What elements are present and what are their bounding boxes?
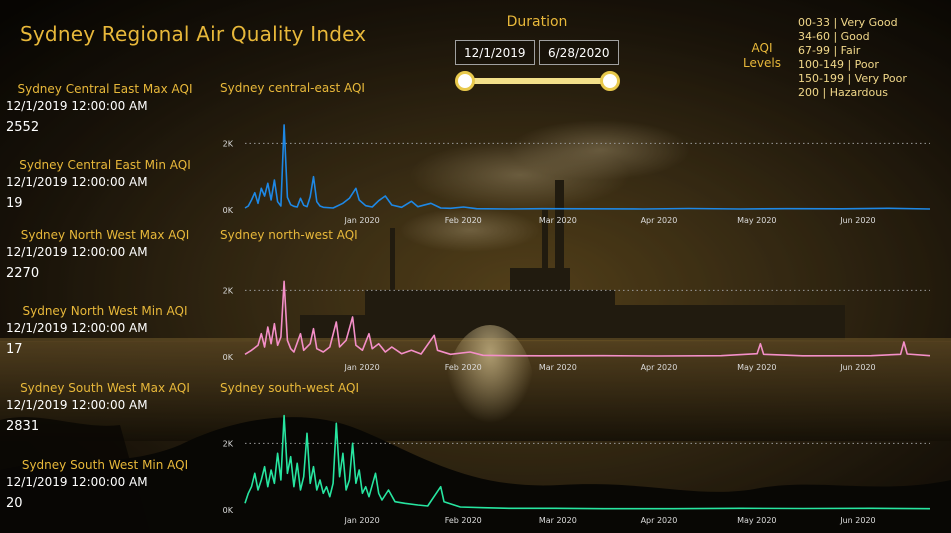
end-date-input[interactable] (539, 40, 619, 65)
x-tick-label: Apr 2020 (641, 363, 678, 372)
chart-title-central-east: Sydney central-east AQI (220, 81, 365, 95)
kpi-value: 20 (6, 496, 23, 511)
x-tick-label: May 2020 (737, 216, 776, 225)
x-tick-label: Jun 2020 (839, 216, 875, 225)
x-tick-label: Feb 2020 (445, 363, 482, 372)
x-tick-label: Jan 2020 (344, 516, 380, 525)
y-tick-label: 0K (223, 506, 234, 515)
kpi-north-west-min: Sydney North West Min AQI 12/1/2019 12:0… (0, 304, 210, 357)
kpi-date: 12/1/2019 12:00:00 AM (6, 398, 148, 412)
x-tick-label: Mar 2020 (539, 516, 577, 525)
kpi-value: 17 (6, 342, 23, 357)
kpi-date: 12/1/2019 12:00:00 AM (6, 321, 148, 335)
duration-slider-end-handle[interactable] (600, 71, 620, 91)
series-line[interactable] (244, 280, 931, 357)
aqi-level-hazardous: 200 | Hazardous (798, 86, 888, 99)
x-tick-label: Apr 2020 (641, 516, 678, 525)
start-date-input[interactable] (455, 40, 535, 65)
kpi-central-east-max: Sydney Central East Max AQI 12/1/2019 12… (0, 82, 210, 135)
x-tick-label: May 2020 (737, 363, 776, 372)
aqi-level-poor: 100-149 | Poor (798, 58, 879, 71)
kpi-label: Sydney Central East Min AQI (19, 158, 191, 172)
kpi-value: 2270 (6, 266, 40, 281)
chart-north-west[interactable]: 0K 2K Jan 2020 Feb 2020 Mar 2020 Apr 2020 May … (205, 247, 940, 377)
aqi-level-very-good: 00-33 | Very Good (798, 16, 898, 29)
kpi-date: 12/1/2019 12:00:00 AM (6, 245, 148, 259)
x-tick-label: Apr 2020 (641, 216, 678, 225)
chart-title-north-west: Sydney north-west AQI (220, 228, 358, 242)
kpi-label: Sydney North West Min AQI (22, 304, 188, 318)
kpi-label: Sydney South West Min AQI (21, 458, 189, 472)
kpi-north-west-max: Sydney North West Max AQI 12/1/2019 12:0… (0, 228, 210, 281)
aqi-level-good: 34-60 | Good (798, 30, 870, 43)
y-tick-label: 0K (223, 206, 234, 215)
duration-label: Duration (506, 14, 568, 30)
x-tick-label: Mar 2020 (539, 363, 577, 372)
kpi-south-west-min: Sydney South West Min AQI 12/1/2019 12:0… (0, 458, 210, 511)
kpi-value: 2552 (6, 120, 40, 135)
kpi-label: Sydney South West Max AQI (20, 381, 190, 395)
kpi-south-west-max: Sydney South West Max AQI 12/1/2019 12:0… (0, 381, 210, 434)
y-tick-label: 0K (223, 353, 234, 362)
x-tick-label: May 2020 (737, 516, 776, 525)
kpi-label: Sydney North West Max AQI (20, 228, 190, 242)
y-tick-label: 2K (223, 139, 234, 148)
series-line[interactable] (244, 124, 931, 210)
kpi-central-east-min: Sydney Central East Min AQI 12/1/2019 12… (0, 158, 210, 211)
kpi-value: 19 (6, 196, 23, 211)
chart-title-south-west: Sydney south-west AQI (220, 381, 360, 395)
x-tick-label: Jan 2020 (344, 216, 380, 225)
duration-slider-track[interactable] (465, 78, 611, 84)
kpi-label: Sydney Central East Max AQI (17, 82, 193, 96)
kpi-date: 12/1/2019 12:00:00 AM (6, 175, 148, 189)
x-tick-label: Feb 2020 (445, 516, 482, 525)
x-tick-label: Feb 2020 (445, 216, 482, 225)
x-tick-label: Jun 2020 (839, 516, 875, 525)
chart-central-east[interactable]: 0K 2K Jan 2020 Feb 2020 Mar 2020 Apr 2020 May … (205, 100, 940, 230)
duration-slider-start-handle[interactable] (455, 71, 475, 91)
y-tick-label: 2K (223, 286, 234, 295)
aqi-level-very-poor: 150-199 | Very Poor (798, 72, 907, 85)
x-tick-label: Jun 2020 (839, 363, 875, 372)
aqi-levels-list: 00-33 | Very Good 34-60 | Good 67-99 | F… (798, 16, 907, 100)
y-tick-label: 2K (223, 439, 234, 448)
aqi-level-fair: 67-99 | Fair (798, 44, 861, 57)
kpi-date: 12/1/2019 12:00:00 AM (6, 475, 148, 489)
page-title: Sydney Regional Air Quality Index (20, 22, 367, 46)
kpi-date: 12/1/2019 12:00:00 AM (6, 99, 148, 113)
x-tick-label: Jan 2020 (344, 363, 380, 372)
chart-south-west[interactable]: 0K 2K Jan 2020 Feb 2020 Mar 2020 Apr 2020 May … (205, 400, 940, 530)
kpi-value: 2831 (6, 419, 40, 434)
aqi-levels-heading: AQI Levels (743, 41, 781, 70)
series-line[interactable] (244, 414, 931, 510)
x-tick-label: Mar 2020 (539, 216, 577, 225)
